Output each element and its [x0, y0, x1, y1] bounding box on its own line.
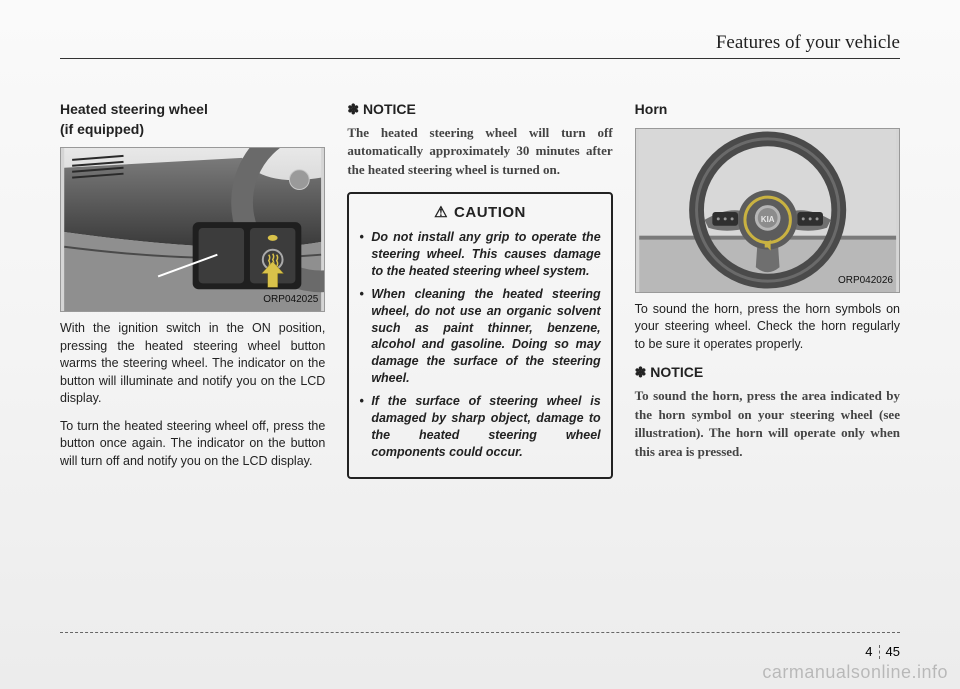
caution-item: Do not install any grip to operate the s… [359, 229, 600, 280]
col3-heading: Horn [635, 100, 900, 120]
page-separator [879, 645, 880, 659]
col3-paragraph-1: To sound the horn, press the horn symbol… [635, 301, 900, 354]
col3-notice-body: To sound the horn, press the area indica… [635, 387, 900, 462]
column-1: Heated steering wheel (if equipped) [60, 100, 325, 619]
col1-image-label: ORP042025 [263, 293, 318, 307]
col1-heading-line2: (if equipped) [60, 121, 144, 137]
page-section: 4 [865, 644, 872, 659]
caution-box: CAUTION Do not install any grip to opera… [347, 192, 612, 478]
caution-list: Do not install any grip to operate the s… [359, 229, 600, 460]
header-rule [60, 58, 900, 59]
column-3: Horn [635, 100, 900, 619]
col1-heading-line1: Heated steering wheel [60, 101, 208, 117]
steering-wheel-illustration: KIA [636, 129, 899, 292]
col3-notice-title: ✽ NOTICE [635, 363, 900, 383]
chapter-title: Features of your vehicle [716, 32, 900, 54]
dashboard-illustration [61, 148, 324, 311]
col2-notice-title: ✽ NOTICE [347, 100, 612, 120]
caution-title: CAUTION [359, 202, 600, 223]
watermark: carmanualsonline.info [762, 662, 948, 683]
col3-figure: KIA ORP042026 [635, 128, 900, 293]
manual-page: Features of your vehicle Heated steering… [0, 0, 960, 689]
caution-item: When cleaning the heated steering wheel,… [359, 286, 600, 387]
caution-item: If the surface of steering wheel is dama… [359, 393, 600, 461]
page-num: 45 [886, 644, 900, 659]
svg-text:KIA: KIA [761, 214, 775, 223]
col1-paragraph-1: With the ignition switch in the ON posit… [60, 320, 325, 408]
col2-notice-body: The heated steering wheel will turn off … [347, 124, 612, 181]
col3-image-label: ORP042026 [838, 274, 893, 288]
column-2: ✽ NOTICE The heated steering wheel will … [347, 100, 612, 619]
page-number: 4 45 [865, 644, 900, 659]
footer-rule [60, 632, 900, 633]
col1-paragraph-2: To turn the heated steering wheel off, p… [60, 418, 325, 471]
col1-heading: Heated steering wheel (if equipped) [60, 100, 325, 139]
content-columns: Heated steering wheel (if equipped) [60, 100, 900, 619]
col1-figure: ORP042025 [60, 147, 325, 312]
